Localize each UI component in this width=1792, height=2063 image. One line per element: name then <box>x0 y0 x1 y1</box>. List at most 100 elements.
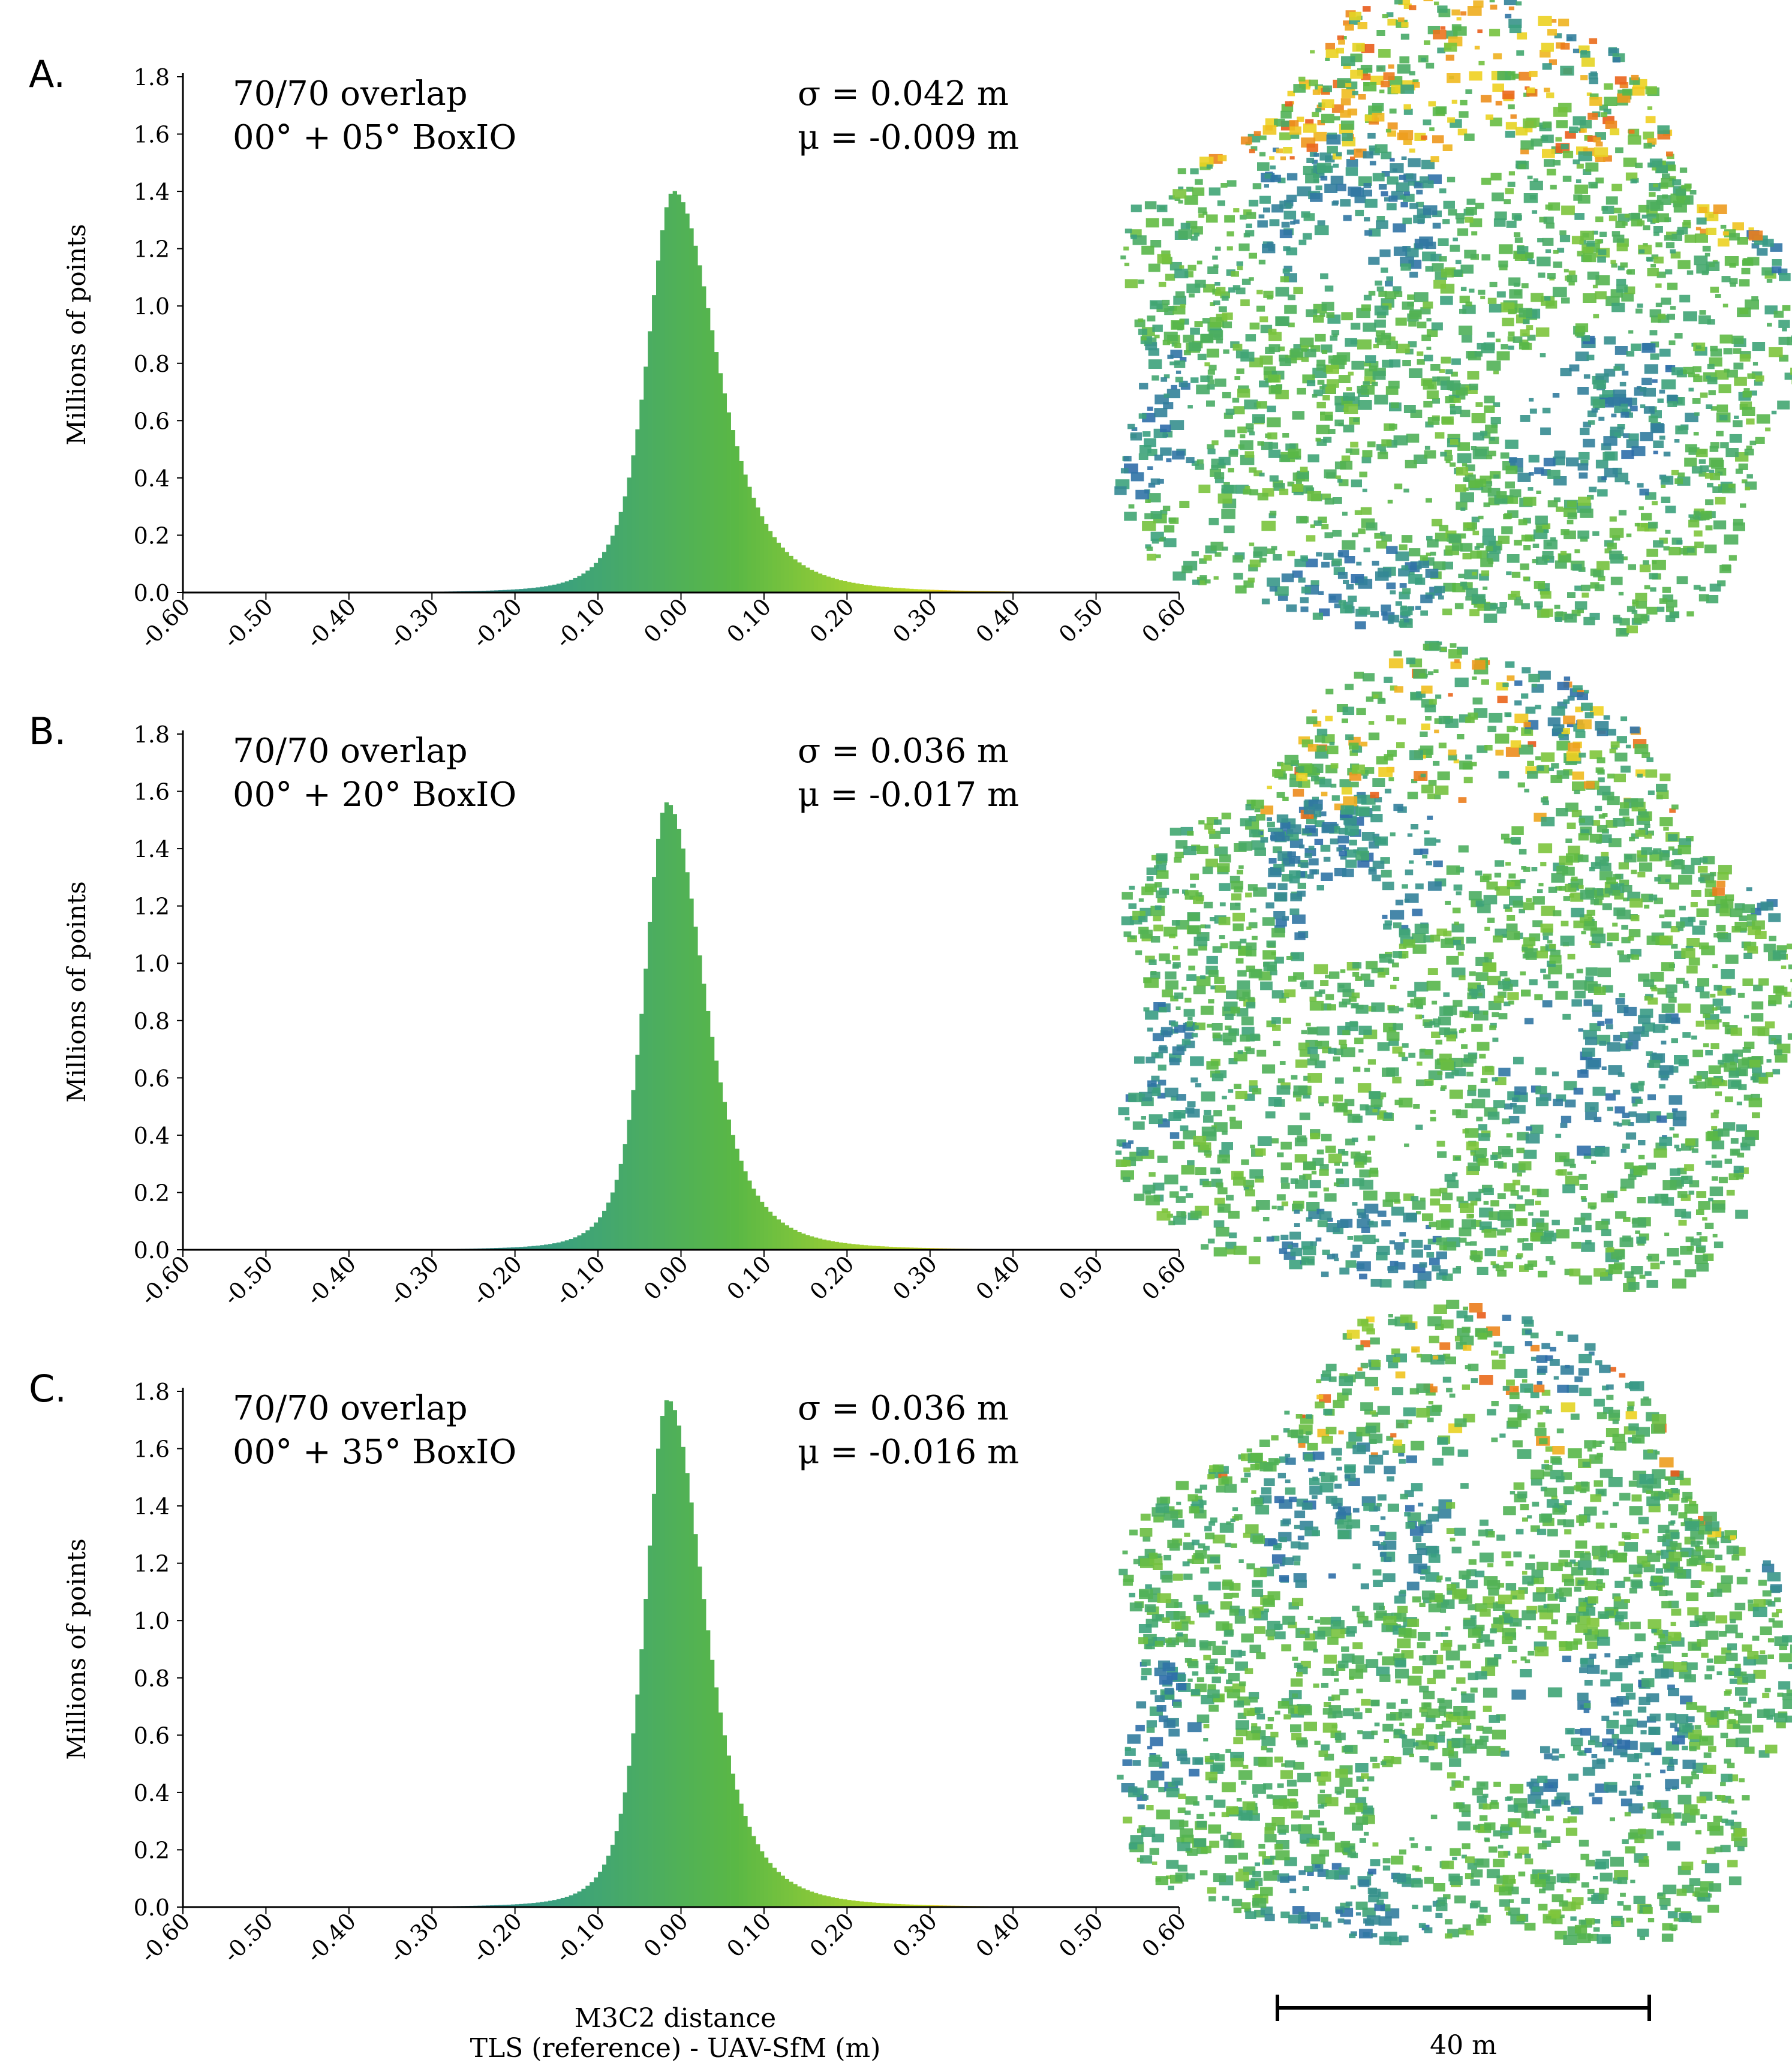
map-point <box>1417 1061 1423 1066</box>
map-point <box>1484 405 1495 413</box>
map-point <box>1730 1138 1739 1144</box>
map-point <box>1445 369 1453 375</box>
map-point <box>1121 1160 1131 1167</box>
map-point <box>1268 1097 1282 1106</box>
map-point <box>1468 1084 1477 1091</box>
map-point <box>1214 1198 1225 1205</box>
map-point <box>1527 760 1534 766</box>
map-point <box>1674 1208 1686 1217</box>
map-point <box>1580 128 1587 133</box>
map-point <box>1632 1102 1638 1107</box>
map-point <box>1644 1271 1652 1276</box>
map-point <box>1730 282 1736 287</box>
map-point <box>1396 1249 1403 1255</box>
map-point <box>1375 571 1389 581</box>
map-point <box>1496 351 1510 360</box>
histogram-bar <box>527 588 532 593</box>
map-point <box>1700 465 1709 472</box>
map-point <box>1123 931 1132 937</box>
map-point <box>1439 256 1447 262</box>
map-point <box>1281 1183 1290 1189</box>
map-point <box>1593 137 1601 143</box>
map-point <box>1271 546 1277 551</box>
map-point <box>1520 140 1534 150</box>
map-point <box>1358 1049 1364 1053</box>
map-point <box>1377 452 1388 459</box>
map-point <box>1411 824 1418 830</box>
map-point <box>1685 444 1697 453</box>
map-point <box>1498 991 1507 998</box>
map-point <box>1495 750 1504 756</box>
map-point <box>1495 860 1505 867</box>
histogram-bar <box>664 802 669 1250</box>
map-point <box>1638 506 1644 510</box>
map-point <box>1439 369 1445 373</box>
map-point <box>1301 587 1311 594</box>
map-point <box>1362 488 1367 492</box>
map-point <box>1288 449 1301 458</box>
map-point <box>1229 1117 1236 1121</box>
map-point <box>1363 775 1368 779</box>
map-point <box>1641 343 1656 353</box>
map-point <box>1611 302 1625 312</box>
map-point <box>1358 1212 1366 1219</box>
map-point <box>1572 49 1580 53</box>
histogram-bar <box>656 838 661 1250</box>
map-point <box>1610 128 1620 136</box>
map-point <box>1195 892 1202 897</box>
map-point <box>1514 1086 1527 1095</box>
map-point <box>1689 1180 1700 1187</box>
map-point <box>1707 377 1718 384</box>
y-tick-label: 0.4 <box>134 1123 170 1149</box>
map-point <box>1543 216 1554 224</box>
map-point <box>1507 881 1515 887</box>
map-point <box>1662 194 1668 199</box>
map-point <box>1640 811 1649 818</box>
map-point <box>1282 268 1290 274</box>
map-point <box>1509 25 1522 34</box>
histogram-bar <box>614 525 620 593</box>
map-point <box>1376 540 1388 549</box>
histogram-bar <box>855 1244 860 1250</box>
map-point <box>1402 301 1414 310</box>
map-point <box>1746 418 1755 425</box>
map-point <box>1175 291 1185 298</box>
map-point <box>1501 344 1508 350</box>
map-point <box>1350 1251 1360 1258</box>
map-point <box>1249 277 1254 281</box>
map-point <box>1315 333 1326 342</box>
map-point <box>1613 1090 1620 1095</box>
map-point <box>1675 188 1686 196</box>
map-point <box>1635 1230 1640 1234</box>
map-point <box>1474 351 1483 357</box>
map-point <box>1659 389 1665 394</box>
map-point <box>1708 390 1716 396</box>
map-point <box>1772 259 1782 266</box>
histogram-bar <box>631 455 636 593</box>
map-point <box>1486 455 1493 459</box>
map-point <box>1715 1006 1721 1011</box>
map-point <box>1653 440 1664 448</box>
map-point <box>1673 203 1687 213</box>
map-point <box>1387 750 1397 757</box>
map-point <box>1243 488 1252 495</box>
map-point <box>1542 407 1551 414</box>
map-point <box>1694 1075 1702 1081</box>
map-point <box>1210 542 1223 551</box>
map-point <box>1450 245 1460 252</box>
map-point <box>1307 874 1314 879</box>
histogram-bar <box>838 580 843 593</box>
map-point <box>1297 116 1304 122</box>
map-point <box>1642 1023 1655 1032</box>
map-point <box>1175 1006 1181 1010</box>
map-point <box>1490 1261 1496 1265</box>
map-point <box>1513 1105 1526 1114</box>
map-point <box>1252 1088 1262 1094</box>
map-point <box>1279 454 1290 462</box>
map-point <box>1234 376 1241 380</box>
histogram-bar <box>793 559 798 593</box>
map-point <box>1519 1161 1532 1171</box>
map-point <box>1628 130 1635 134</box>
map-point <box>1367 441 1376 447</box>
map-point <box>1262 950 1276 960</box>
